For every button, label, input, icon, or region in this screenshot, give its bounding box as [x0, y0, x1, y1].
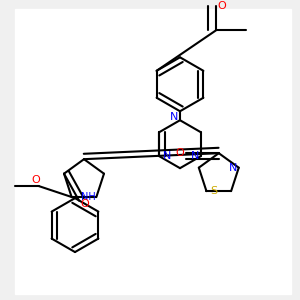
Text: NH: NH — [82, 192, 96, 202]
Text: O: O — [32, 175, 40, 185]
Text: O: O — [81, 199, 89, 208]
Text: O: O — [217, 2, 226, 11]
Text: N: N — [190, 151, 199, 161]
Text: N: N — [170, 112, 178, 122]
Text: N: N — [163, 151, 171, 161]
Text: N: N — [229, 163, 237, 173]
Text: O: O — [176, 148, 184, 158]
Text: S: S — [210, 186, 218, 196]
